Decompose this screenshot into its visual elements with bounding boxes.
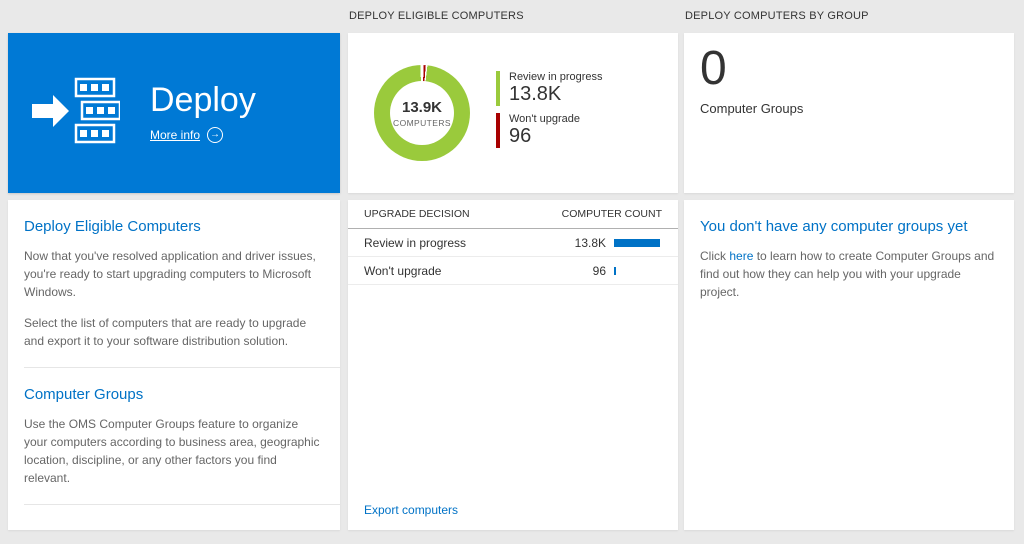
section-header-deploy-eligible: DEPLOY ELIGIBLE COMPUTERS xyxy=(349,10,524,22)
column-header-computer-count: COMPUTER COUNT xyxy=(561,208,662,220)
donut-total-value: 13.9K xyxy=(401,98,443,116)
section-paragraph: Use the OMS Computer Groups feature to o… xyxy=(24,417,320,485)
table-header-row: UPGRADE DECISION COMPUTER COUNT xyxy=(348,200,678,229)
legend-label: Review in progress xyxy=(509,71,603,83)
here-link[interactable]: here xyxy=(729,249,754,263)
computer-groups-empty-card: You don't have any computer groups yet C… xyxy=(684,200,1014,530)
legend-value: 13.8K xyxy=(509,83,562,105)
deploy-tile[interactable]: Deploy More info → xyxy=(8,33,340,193)
deploy-icon xyxy=(32,76,122,151)
upgrade-decision-table-card: UPGRADE DECISION COMPUTER COUNT Review i… xyxy=(348,200,678,530)
computer-groups-count-label: Computer Groups xyxy=(700,101,804,116)
empty-state-text: Click here to learn how to create Comput… xyxy=(700,247,998,301)
section-header-deploy-by-group: DEPLOY COMPUTERS BY GROUP xyxy=(685,10,869,22)
section-computer-groups: Computer Groups Use the OMS Computer Gro… xyxy=(8,368,340,504)
legend-label: Won't upgrade xyxy=(509,113,581,125)
legend-value: 96 xyxy=(509,125,532,147)
export-computers-link[interactable]: Export computers xyxy=(364,503,459,517)
more-info-label: More info xyxy=(150,128,201,143)
computer-groups-count: 0 xyxy=(700,42,727,95)
section-heading: Computer Groups xyxy=(24,386,144,403)
arrow-right-circle-icon: → xyxy=(207,127,224,144)
row-label: Won't upgrade xyxy=(364,263,442,278)
count-bar xyxy=(614,238,660,247)
donut-center: 13.9K COMPUTERS xyxy=(374,65,470,161)
section-paragraph: Select the list of computers that are re… xyxy=(24,316,307,348)
divider xyxy=(24,504,340,505)
table-row[interactable]: Review in progress 13.8K xyxy=(348,229,678,257)
eligible-computers-donut-chart: 13.9K COMPUTERS xyxy=(374,65,470,161)
empty-text-after: to learn how to create Computer Groups a… xyxy=(700,249,995,299)
tile-title: Deploy xyxy=(150,80,256,119)
divider xyxy=(24,367,340,368)
section-deploy-eligible-computers: Deploy Eligible Computers Now that you'v… xyxy=(8,200,340,367)
column-header-upgrade-decision: UPGRADE DECISION xyxy=(364,208,470,220)
row-value: 13.8K xyxy=(574,235,606,250)
empty-text-before: Click xyxy=(700,249,730,263)
eligible-computers-chart-card: 13.9K COMPUTERS Review in progress 13.8K… xyxy=(348,33,678,193)
section-heading: Deploy Eligible Computers xyxy=(24,218,201,235)
row-label: Review in progress xyxy=(364,235,467,250)
chart-legend: Review in progress 13.8K Won't upgrade 9… xyxy=(496,71,603,155)
legend-item-review-in-progress: Review in progress 13.8K xyxy=(496,71,603,106)
row-value: 96 xyxy=(592,263,606,278)
empty-state-heading: You don't have any computer groups yet xyxy=(700,218,968,235)
count-bar xyxy=(614,266,616,275)
section-paragraph: Now that you've resolved application and… xyxy=(24,249,316,299)
legend-item-wont-upgrade: Won't upgrade 96 xyxy=(496,113,603,148)
table-row[interactable]: Won't upgrade 96 xyxy=(348,257,678,285)
more-info-link[interactable]: More info → xyxy=(150,127,224,144)
deploy-description-panel: Deploy Eligible Computers Now that you'v… xyxy=(8,200,340,530)
donut-total-label: COMPUTERS xyxy=(393,117,451,128)
computer-groups-count-card: 0 Computer Groups xyxy=(684,33,1014,193)
